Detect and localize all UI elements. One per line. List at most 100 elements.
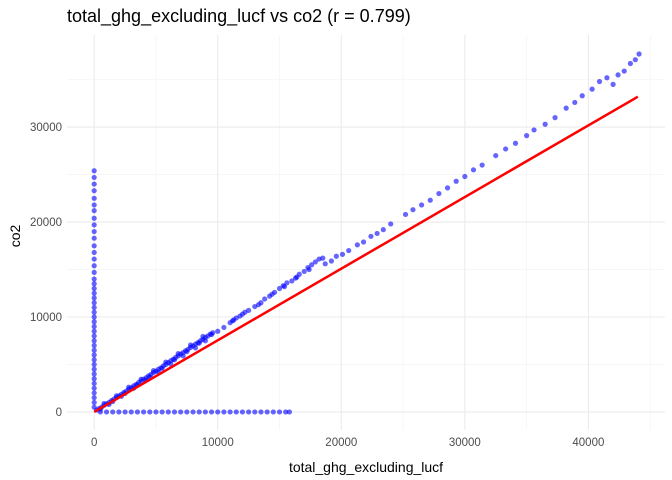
data-point: [453, 178, 459, 184]
data-point: [531, 127, 537, 133]
data-point: [134, 409, 141, 415]
data-point: [91, 323, 97, 330]
data-point: [627, 60, 634, 67]
data-point: [91, 269, 97, 275]
data-point: [178, 409, 184, 415]
data-point: [312, 259, 318, 265]
data-point: [91, 371, 97, 377]
data-point: [360, 239, 367, 245]
data-point: [289, 278, 295, 284]
data-point: [444, 185, 451, 191]
data-point: [91, 328, 97, 334]
data-point: [596, 78, 603, 85]
data-point: [196, 340, 202, 346]
data-point: [91, 385, 97, 391]
data-point: [418, 202, 425, 208]
data-point: [122, 409, 128, 415]
data-point: [128, 409, 134, 415]
data-point: [512, 140, 519, 146]
data-point: [110, 409, 116, 415]
data-point: [91, 309, 97, 315]
data-point: [91, 366, 97, 372]
data-point: [354, 242, 360, 248]
data-point: [153, 409, 159, 415]
data-point: [91, 380, 97, 387]
data-point: [239, 409, 246, 415]
data-point: [632, 57, 638, 63]
data-point: [276, 285, 283, 292]
data-point: [255, 302, 262, 308]
data-point: [91, 263, 97, 269]
data-point: [91, 243, 97, 249]
data-point: [168, 361, 174, 367]
data-point: [91, 281, 97, 287]
data-point: [221, 409, 227, 415]
data-point: [91, 347, 97, 353]
data-point: [165, 409, 171, 415]
data-point: [91, 249, 97, 256]
data-point: [91, 228, 97, 235]
data-point: [175, 350, 181, 357]
data-point: [91, 181, 97, 187]
data-point: [91, 285, 97, 292]
data-point: [270, 409, 276, 415]
data-point: [91, 342, 97, 349]
data-point: [184, 349, 190, 355]
data-point: [196, 409, 202, 415]
data-point: [242, 309, 248, 315]
data-point: [91, 222, 97, 228]
x-tick-label: 10000: [202, 437, 234, 449]
data-point: [91, 314, 97, 320]
y-tick-label: 30000: [30, 122, 62, 134]
data-point: [322, 261, 328, 267]
y-tick-label: 10000: [30, 312, 62, 324]
data-point: [150, 368, 157, 374]
data-point: [276, 409, 283, 415]
data-point: [91, 390, 97, 396]
data-point: [281, 284, 288, 290]
data-point: [252, 409, 258, 415]
chart-title: total_ghg_excluding_lucf vs co2 (r = 0.7…: [67, 6, 411, 27]
data-point: [200, 333, 206, 340]
y-tick-label: 20000: [30, 217, 62, 229]
data-point: [91, 208, 97, 214]
data-point: [328, 258, 335, 264]
data-point: [339, 251, 346, 257]
data-point: [333, 253, 339, 259]
x-tick-label: 0: [91, 437, 97, 449]
data-point: [493, 152, 499, 159]
data-point: [503, 146, 509, 152]
data-point: [462, 173, 468, 180]
data-point: [91, 295, 97, 301]
data-point: [192, 345, 199, 351]
data-point: [579, 93, 585, 99]
data-point: [91, 195, 97, 201]
data-point: [368, 233, 374, 239]
data-point: [306, 266, 312, 273]
data-point: [171, 357, 178, 363]
data-point: [589, 86, 595, 92]
data-point: [138, 376, 144, 382]
data-point: [233, 409, 239, 415]
x-axis-title: total_ghg_excluding_lucf: [289, 459, 443, 475]
data-point: [572, 99, 578, 106]
data-point: [542, 121, 548, 127]
data-point: [91, 235, 97, 241]
data-point: [103, 409, 110, 415]
data-point: [246, 409, 252, 415]
data-point: [615, 72, 621, 78]
tick-labels: 0 10000 20000 30000 40000 0 10000 20000 30000: [30, 122, 604, 449]
x-tick-label: 20000: [325, 437, 357, 449]
data-point: [470, 167, 477, 173]
data-point: [202, 409, 208, 415]
data-point: [208, 331, 215, 338]
data-point: [91, 338, 97, 344]
data-point: [636, 51, 642, 57]
data-point: [91, 168, 97, 174]
data-point: [380, 227, 386, 233]
data-point: [231, 317, 237, 323]
data-point: [208, 409, 215, 415]
data-point: [91, 276, 97, 282]
data-point: [91, 290, 97, 296]
